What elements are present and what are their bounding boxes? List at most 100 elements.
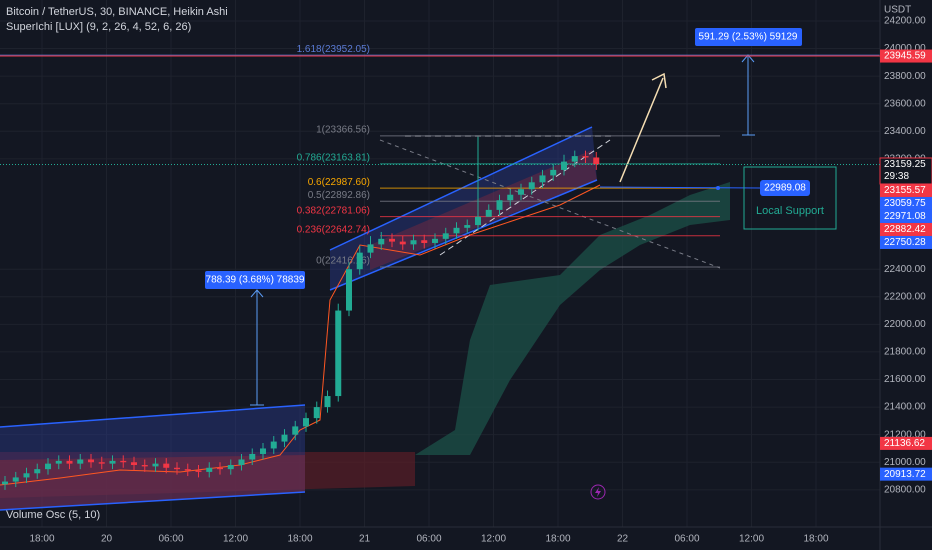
candle-body [270,441,277,449]
price-badge [880,436,932,450]
measure-head [741,54,755,63]
x-tick-label: 18:00 [545,534,570,545]
indicator-title: SuperIchi [LUX] (9, 2, 26, 4, 52, 6, 26) [6,21,191,33]
candle-body [163,463,170,468]
candle-body [260,448,266,454]
grid [0,0,880,527]
channel-right [330,127,597,290]
price-badge [879,157,932,185]
channel-line [0,491,306,511]
x-tick-label: 20 [101,534,113,545]
candle-body [131,462,137,466]
candle-body [356,252,363,270]
fib-label: 1.618(23952.05) [297,44,370,55]
y-tick-label: 22400.00 [884,264,926,275]
x-tick-label: 12:00 [223,534,248,545]
oscillator-title: Volume Osc (5, 10) [6,509,100,521]
candle-body [410,240,417,245]
candle-body [507,194,514,201]
candle-body [45,463,51,470]
candle-body [453,227,460,234]
candle-body [335,310,342,397]
candle-body [399,241,406,245]
measure-head [250,289,264,298]
y-tick-label: 21000.00 [884,457,926,468]
y-tick-label: 21600.00 [884,374,926,385]
y-tick-label: 22000.00 [884,319,926,330]
x-tick-label: 22 [617,534,629,545]
fib-label: 0.6(22987.60) [308,177,370,188]
candle-body [313,407,320,419]
candle-body [303,418,309,427]
candle-body [249,453,256,460]
candle-body [346,269,352,311]
candle-body [217,467,223,470]
price-badge [880,49,932,63]
candle-body [421,240,428,243]
candle-body [120,460,127,463]
base-line [0,184,601,486]
price-badge [880,209,932,223]
channel-line [0,404,306,428]
candle-body [367,244,374,253]
candle-body [152,463,159,467]
price-badge-label: 23159.25 [884,159,926,170]
x-tick-label: 21 [359,534,371,545]
price-badge-label: 22750.28 [884,237,926,248]
price-badge [880,183,932,197]
price-axis: 24200.00 24000.00 23800.00 23600.00 23400.00… [879,16,932,495]
candle-body [539,175,546,183]
channel-left [0,405,305,510]
support-label: Local Support [756,205,824,217]
candle-body [496,200,503,210]
fib-label: 0.236(22642.74) [297,224,370,235]
candle-body [389,238,395,242]
bolt [595,487,601,497]
candle-body [324,396,331,408]
x-tick-label: 18:00 [803,534,828,545]
fib-label: 0(22416.16) [316,256,370,267]
candle-body [281,434,288,442]
arrow-head [651,72,667,89]
price-badge [880,235,932,249]
y-tick-label: 22200.00 [884,291,926,302]
candle-body [561,161,567,170]
candle-body [23,473,30,478]
price-badge-label: 23059.75 [884,198,926,209]
support-box [743,166,837,230]
support-pill [760,180,810,196]
candle-body [184,469,191,471]
y-tick-label: 23600.00 [884,98,926,109]
currency: USDT [884,5,911,16]
measure-box [695,28,802,46]
channel-line [329,179,598,291]
price-badge-label: 21136.62 [884,438,925,449]
measure-text: 788.39 (3.68%) 78839 [206,275,305,286]
candle-body [485,209,492,217]
y-tick-label: 21200.00 [884,429,926,440]
x-tick-label: 12:00 [739,534,764,545]
y-tick-label: 21400.00 [884,402,926,413]
candle-body [475,216,481,226]
event-icon[interactable] [590,484,606,500]
price-badge-label: 23155.57 [884,185,926,196]
y-tick-label: 23400.00 [884,126,926,137]
candle-body [464,225,471,228]
candle-body [55,460,62,464]
candle-body [109,460,116,464]
candle-body [593,157,600,165]
candle-body [442,233,449,239]
measure-box [205,271,305,289]
candle-body [2,481,8,485]
candle-body [34,469,41,474]
y-tick-label: 20800.00 [884,484,926,495]
y-tick-label: 24000.00 [884,43,926,54]
candle-body [195,470,202,472]
symbol-title: Bitcoin / TetherUS, 30, BINANCE, Heikin … [6,6,228,18]
candle-body [141,465,148,467]
support-point [716,186,720,190]
x-tick-label: 06:00 [416,534,441,545]
candle-body [550,169,557,176]
x-tick-label: 12:00 [481,534,506,545]
candle-body [77,459,84,464]
